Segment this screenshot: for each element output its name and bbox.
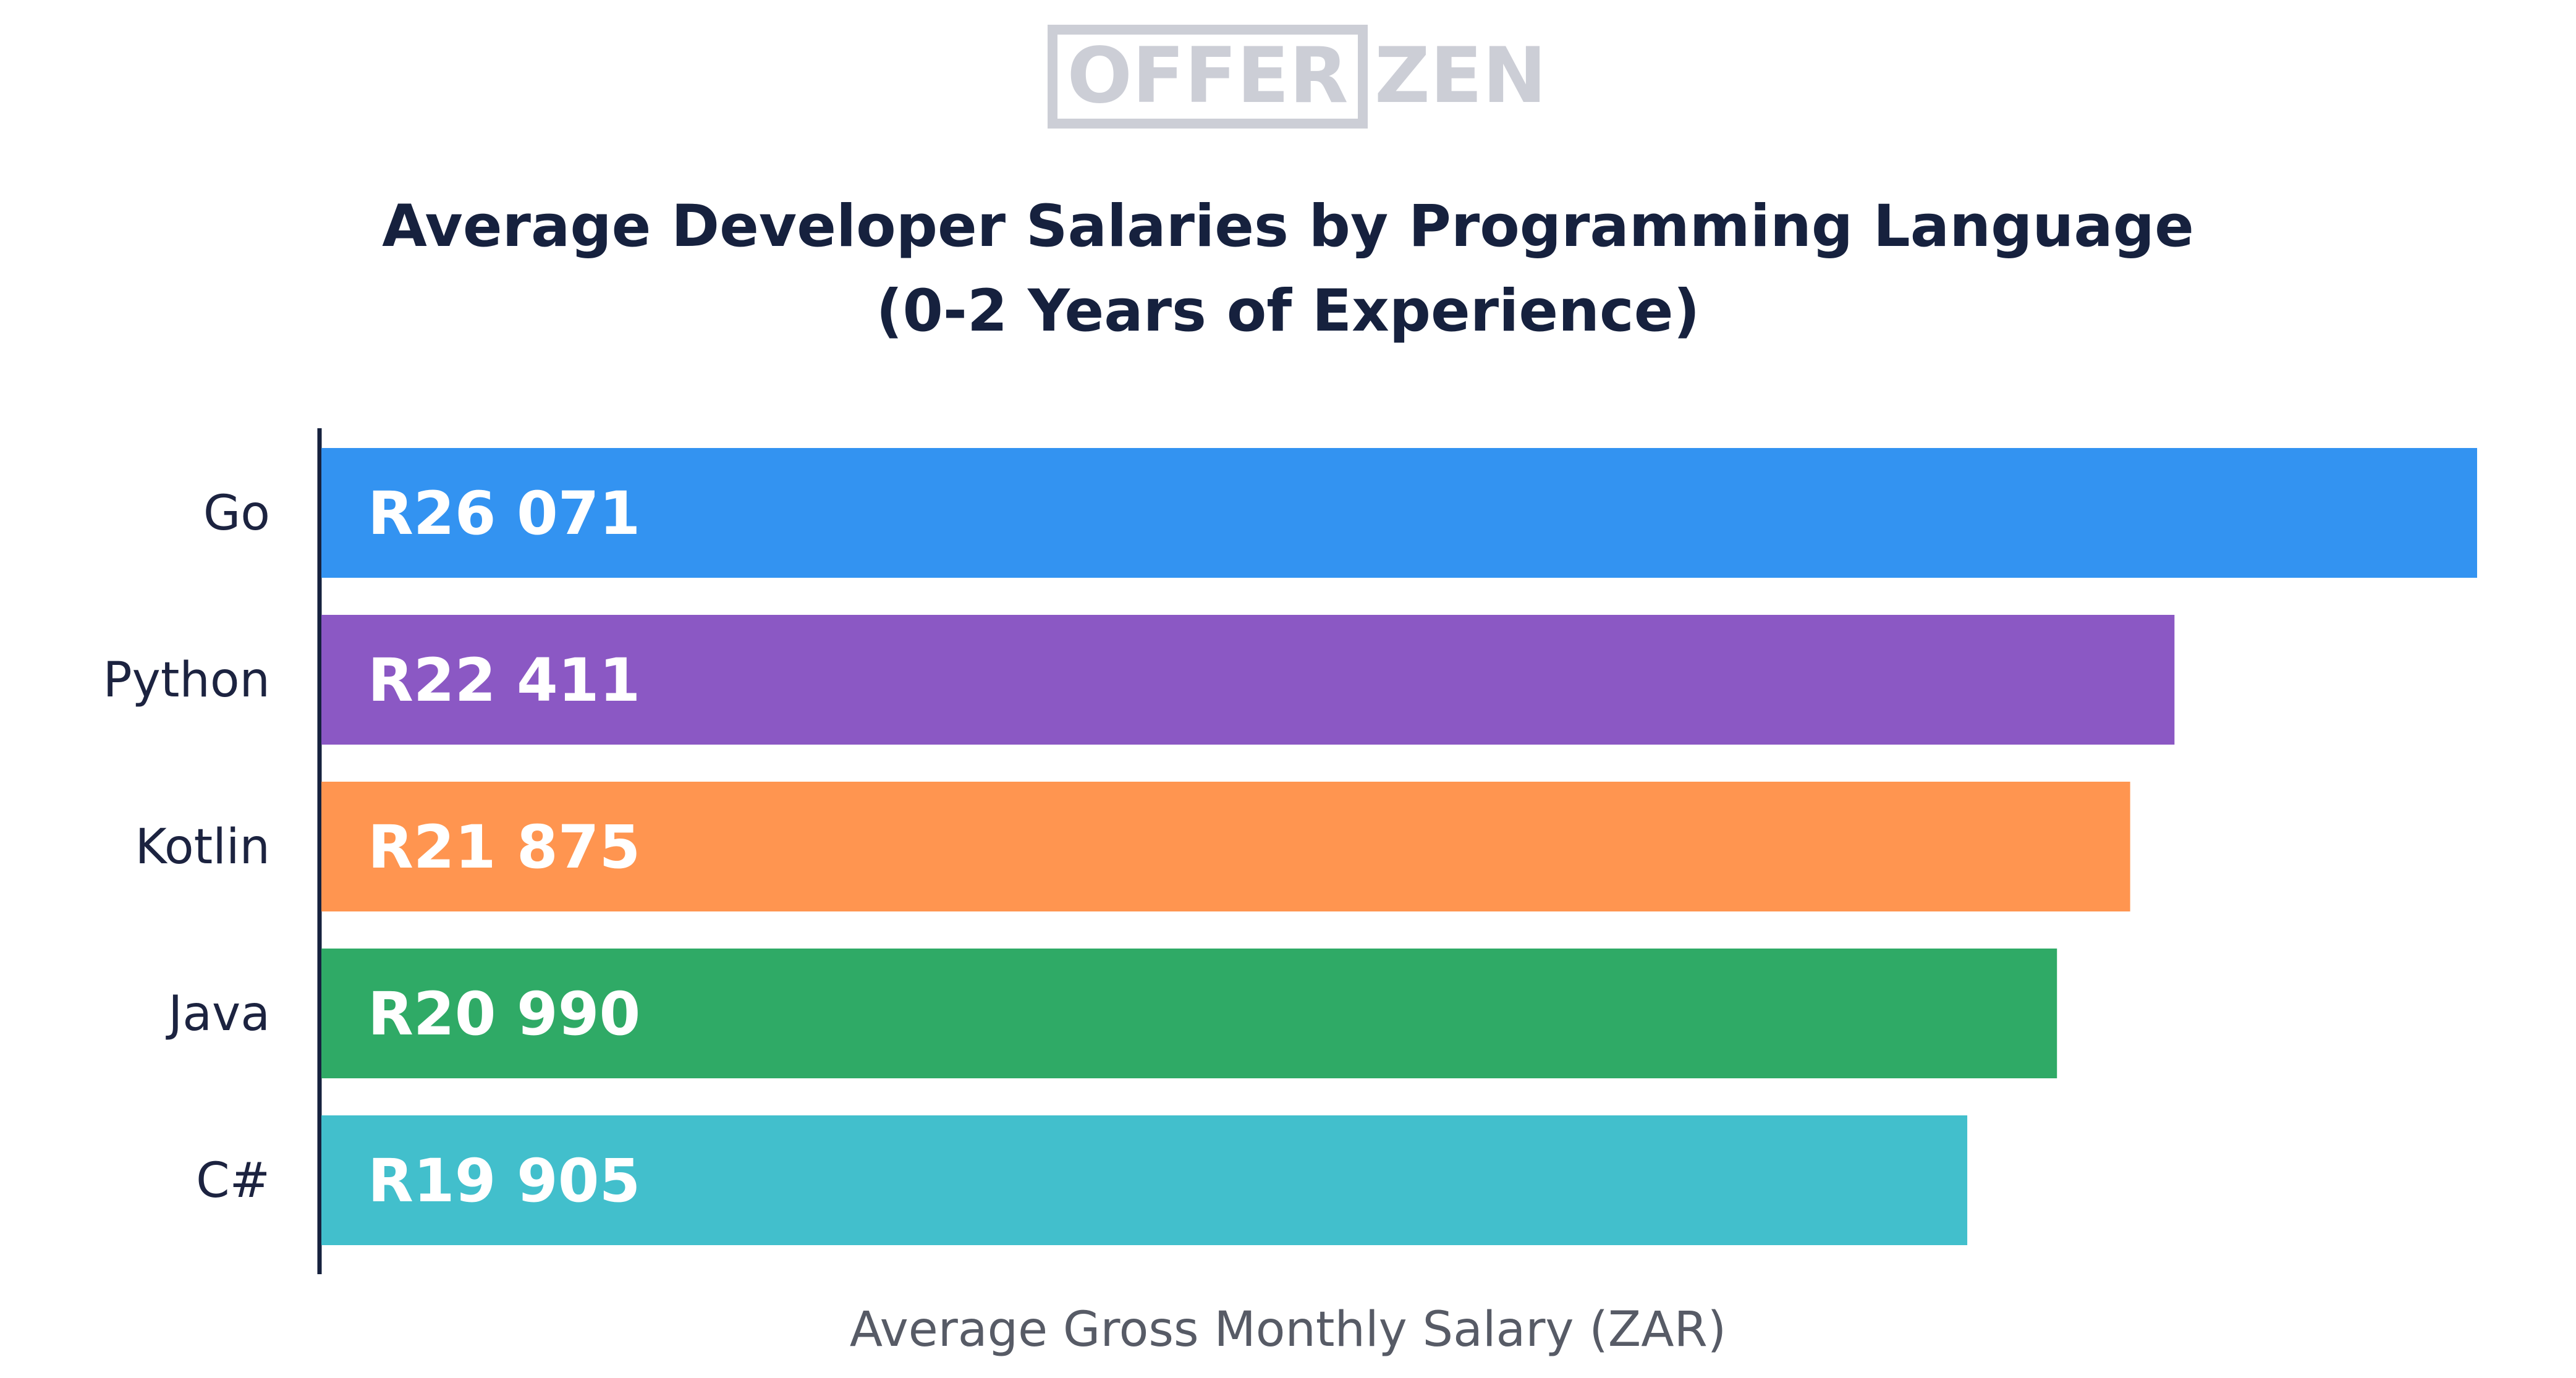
category-label-java: Java — [165, 986, 270, 1042]
bar-go — [321, 448, 2477, 578]
data-label-csharp: R19 905 — [368, 1146, 640, 1215]
offerzen-logo: OFFER ZEN — [1048, 25, 1546, 129]
bar-csharp — [321, 1115, 1968, 1245]
chart-title: Average Developer Salaries by Programmin… — [382, 193, 2194, 260]
data-label-kotlin: R21 875 — [368, 813, 640, 882]
data-label-python: R22 411 — [368, 646, 640, 715]
data-label-go: R26 071 — [368, 479, 640, 548]
x-axis-title: Average Gross Monthly Salary (ZAR) — [850, 1302, 1726, 1358]
bar-python — [321, 615, 2175, 745]
category-label-go: Go — [203, 486, 270, 541]
category-label-kotlin: Kotlin — [135, 819, 270, 875]
bars-group: Go R26 071 Python R22 411 Kotlin R21 875 Java R… — [103, 448, 2477, 1245]
logo-text-offer: OFFER — [1067, 32, 1348, 120]
bar-kotlin — [321, 782, 2130, 911]
data-label-java: R20 990 — [368, 979, 640, 1049]
logo-box — [1048, 25, 1368, 129]
chart-subtitle: (0-2 Years of Experience) — [876, 277, 1700, 345]
logo-text-zen: ZEN — [1375, 32, 1546, 120]
category-label-python: Python — [103, 653, 270, 708]
bar-java — [321, 949, 2057, 1078]
category-label-csharp: C# — [196, 1153, 270, 1209]
